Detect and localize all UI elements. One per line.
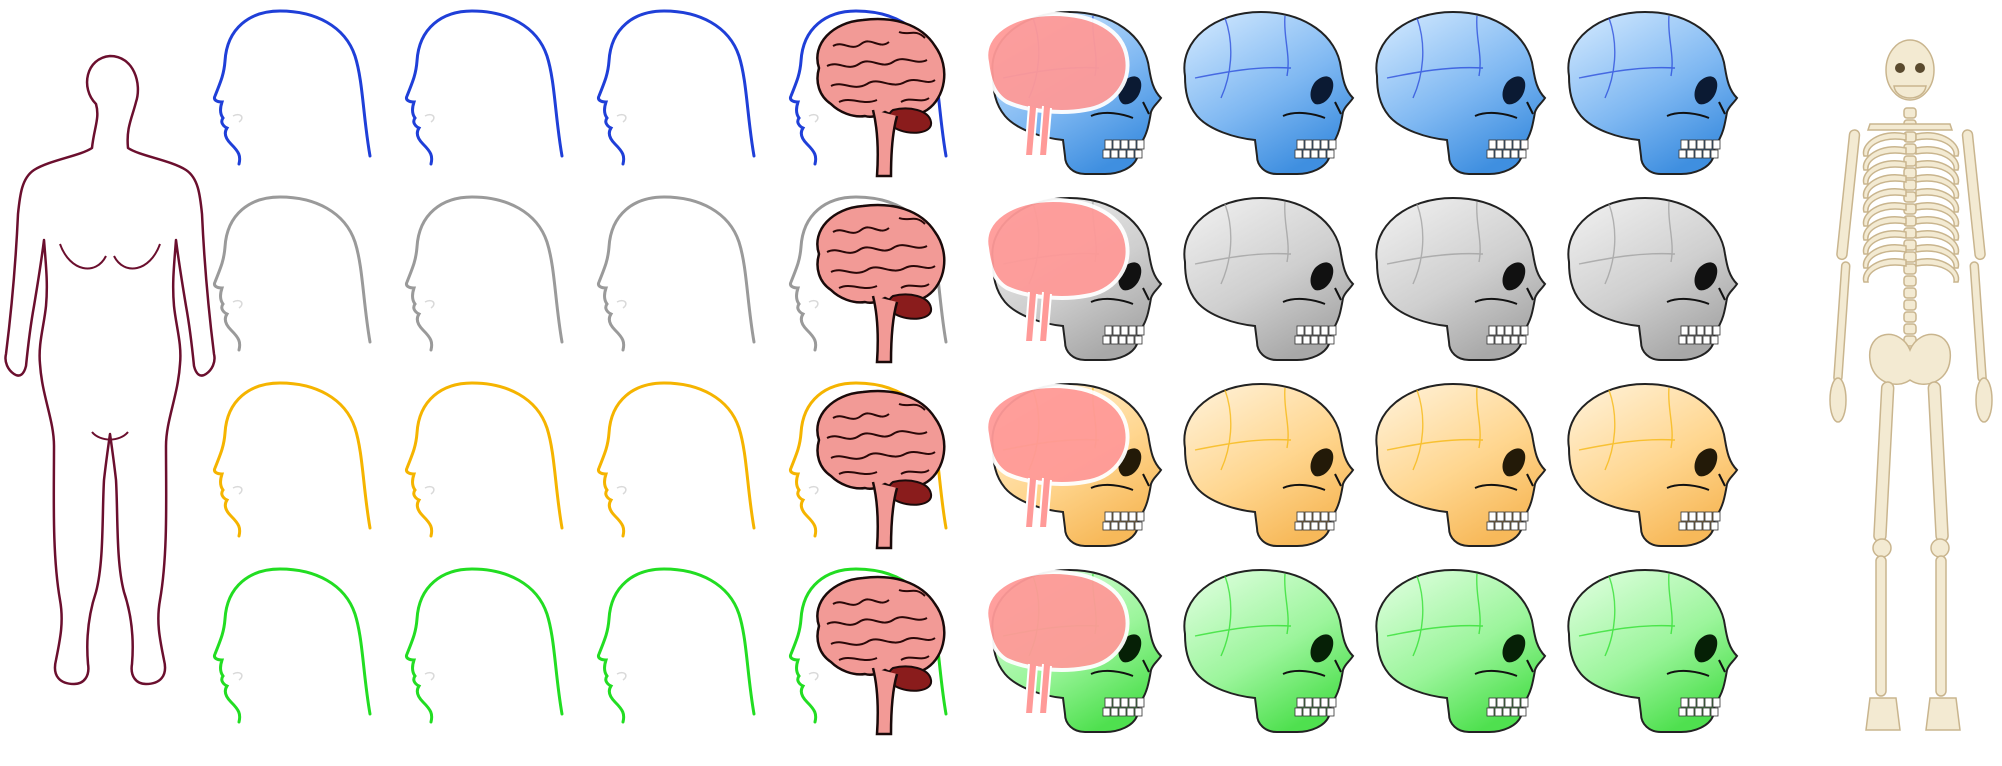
head-with-brain-icon xyxy=(781,378,983,564)
head-outline-icon xyxy=(205,192,407,378)
skull-icon xyxy=(1549,192,1751,378)
skull-icon xyxy=(1549,564,1751,750)
skull-icon xyxy=(1567,10,1739,175)
head-outline-icon xyxy=(397,378,599,564)
skull-with-brain-icon xyxy=(973,6,1175,192)
skull-icon xyxy=(1375,382,1547,547)
skull-icon xyxy=(1375,568,1547,733)
brain-icon xyxy=(816,203,946,364)
skull-icon xyxy=(1549,378,1751,564)
skull-icon xyxy=(1567,196,1739,361)
head-with-brain-icon xyxy=(781,564,983,750)
skull-icon xyxy=(1375,196,1547,361)
skull-icon xyxy=(1375,10,1547,175)
skull-icon xyxy=(1357,564,1559,750)
head-outline-icon xyxy=(397,564,599,750)
human-body-outline-icon xyxy=(0,44,220,744)
head-outline-icon xyxy=(589,564,791,750)
skull-icon xyxy=(1165,378,1367,564)
human-skeleton-icon xyxy=(1820,30,2002,740)
head-with-brain-icon xyxy=(781,192,983,378)
head-outline-icon xyxy=(205,378,407,564)
skull-icon xyxy=(1165,6,1367,192)
skull-icon xyxy=(1165,564,1367,750)
skull-icon xyxy=(1357,6,1559,192)
brain-icon xyxy=(816,17,946,178)
head-outline-icon xyxy=(397,192,599,378)
head-outline-icon xyxy=(205,564,407,750)
skull-icon xyxy=(1183,10,1355,175)
head-outline-icon xyxy=(397,6,599,192)
skull-icon xyxy=(1183,568,1355,733)
brain-silhouette-icon xyxy=(984,383,1130,529)
skull-with-brain-icon xyxy=(973,378,1175,564)
skull-icon xyxy=(1183,382,1355,547)
skull-icon xyxy=(1567,568,1739,733)
brain-silhouette-icon xyxy=(984,197,1130,343)
skull-icon xyxy=(1357,192,1559,378)
head-outline-icon xyxy=(589,378,791,564)
brain-silhouette-icon xyxy=(984,569,1130,715)
head-outline-icon xyxy=(205,6,407,192)
skull-with-brain-icon xyxy=(973,192,1175,378)
skull-icon xyxy=(1357,378,1559,564)
head-outline-icon xyxy=(589,192,791,378)
head-outline-icon xyxy=(589,6,791,192)
brain-silhouette-icon xyxy=(984,11,1130,157)
skull-icon xyxy=(1165,192,1367,378)
brain-icon xyxy=(816,575,946,736)
skull-with-brain-icon xyxy=(973,564,1175,750)
head-with-brain-icon xyxy=(781,6,983,192)
skull-icon xyxy=(1183,196,1355,361)
skull-icon xyxy=(1549,6,1751,192)
brain-icon xyxy=(816,389,946,550)
skull-icon xyxy=(1567,382,1739,547)
